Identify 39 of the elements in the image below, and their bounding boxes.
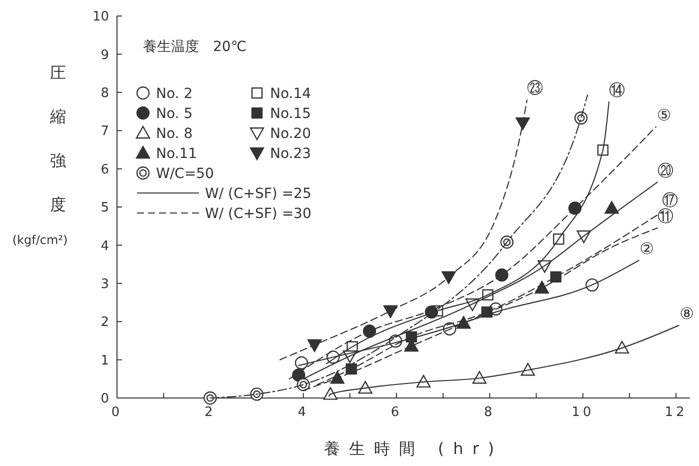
annotation: ⑧ — [680, 304, 694, 324]
legend-label: W/ (C+SF) =25 — [205, 186, 312, 202]
x-tick-label: 0 — [111, 405, 123, 420]
x-tick-label: 2 — [204, 405, 216, 420]
legend-label: No. 8 — [156, 126, 193, 142]
legend-label: No.11 — [156, 146, 198, 162]
annotation: ② — [640, 239, 654, 258]
y-tick-label: 3 — [100, 276, 109, 292]
legend-label: No.14 — [270, 86, 312, 102]
y-tick-label: 9 — [100, 48, 109, 63]
y-tick-label: 1 — [100, 353, 109, 368]
legend-label: W/C=50 — [156, 166, 214, 182]
x-tick-label: 6 — [390, 405, 402, 420]
y-tick-label: 4 — [100, 238, 109, 254]
annotation: ⑤ — [656, 105, 672, 124]
y-tick-label: 7 — [100, 124, 109, 140]
y-tick-label: 2 — [100, 315, 109, 330]
legend-label: No.15 — [270, 106, 312, 122]
legend-label: No.23 — [270, 146, 312, 162]
y-tick-label: 6 — [100, 162, 109, 178]
y-tick-label: 10 — [92, 10, 109, 25]
legend-label: No. 5 — [156, 106, 193, 122]
text: 圧縮強度 (kgf/cm²) — [12, 63, 68, 247]
legend-label: No. 2 — [156, 86, 193, 102]
x-tick-label: 8 — [484, 405, 496, 420]
x-axis-title: 養生時間 (hr) — [324, 439, 504, 458]
x-tick-label: 12 — [664, 405, 688, 420]
annotation: ⑭ — [608, 80, 625, 100]
y-tick-label: 8 — [100, 86, 109, 101]
annotation: ⑳ — [657, 160, 674, 180]
annotation: ㉓ — [526, 78, 543, 98]
legend-label: No.20 — [270, 126, 312, 142]
y-tick-label: 5 — [100, 200, 109, 216]
x-tick-label: 10 — [572, 405, 594, 420]
y-tick-label: 0 — [100, 392, 109, 407]
legend-label: W/ (C+SF) =30 — [205, 206, 312, 222]
x-tick-label: 4 — [298, 405, 309, 420]
annotation: ⑪ — [657, 206, 674, 226]
annotation: 養生温度 20℃ — [143, 39, 247, 55]
